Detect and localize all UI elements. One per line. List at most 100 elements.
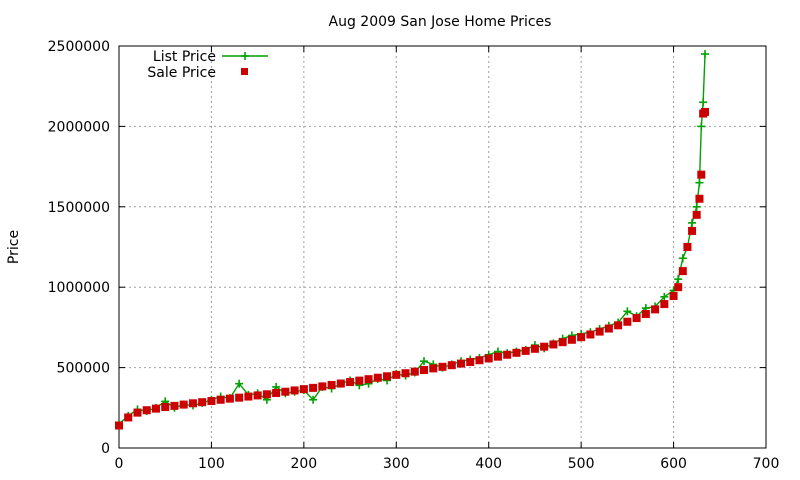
y-axis-label: Price [6, 230, 22, 264]
chart-title: Aug 2009 San Jose Home Prices [329, 14, 552, 30]
sale-price-point [346, 378, 355, 387]
list-price-point [674, 275, 683, 284]
sale-price-point [456, 359, 465, 368]
sale-price-point [692, 210, 701, 219]
sale-price-point [614, 321, 623, 330]
legend-marker-sale-price [241, 68, 248, 75]
sale-price-point [262, 390, 271, 399]
y-tick-label: 2000000 [48, 119, 110, 135]
list-price-point [697, 122, 706, 131]
legend: List Price Sale Price [147, 49, 268, 81]
list-price-line [118, 54, 706, 425]
sale-price-point [447, 361, 456, 370]
sale-price-point [133, 408, 142, 417]
legend-label-list-price: List Price [153, 49, 216, 65]
sale-price-point [392, 370, 401, 379]
x-tick-label: 0 [115, 456, 124, 472]
sale-price-point [632, 314, 641, 323]
list-price-point [695, 178, 704, 187]
sale-price-point [364, 375, 373, 384]
sale-price-point [678, 267, 687, 276]
sale-price-point [503, 350, 512, 359]
sale-price-point [438, 362, 447, 371]
sale-price-point [355, 376, 364, 385]
list-price-point [699, 98, 708, 107]
sale-price-point [697, 170, 706, 179]
series-layer [115, 50, 709, 430]
list-price-point [678, 254, 687, 263]
legend-label-sale-price: Sale Price [147, 65, 216, 81]
sale-price-point [475, 356, 484, 365]
plot-frame [118, 45, 767, 449]
sale-price-point [151, 404, 160, 413]
sale-price-point [336, 379, 345, 388]
sale-price-point [373, 373, 382, 382]
sale-price-point [567, 335, 576, 344]
sale-price-point [272, 389, 281, 398]
sale-price-point [216, 395, 225, 404]
sale-price-point [484, 354, 493, 363]
sale-price-point [170, 401, 179, 410]
sale-price-point [124, 413, 133, 422]
sale-price-point [253, 391, 262, 400]
sale-price-point [327, 380, 336, 389]
list-price-point [688, 218, 697, 227]
list-price-point [420, 357, 429, 366]
x-tick-label: 300 [383, 456, 410, 472]
y-tick-label: 1000000 [48, 280, 110, 296]
sale-price-point [700, 107, 709, 116]
sale-price-point [207, 397, 216, 406]
sale-price-point [623, 317, 632, 326]
sale-price-point [512, 348, 521, 357]
axis-ticks: 0 100 200 300 400 500 600 700 0 500000 1000000 1500… [48, 39, 780, 472]
list-price-point [700, 50, 709, 59]
sale-price-point [641, 310, 650, 319]
sale-price-point [142, 406, 151, 415]
grid-lines [119, 46, 766, 448]
sale-price-point [188, 399, 197, 408]
sale-price-point [410, 367, 419, 376]
sale-price-point [309, 383, 318, 392]
sale-price-point [540, 342, 549, 351]
sale-price-point [179, 400, 188, 409]
sale-price-point [244, 392, 253, 401]
sale-price-point [660, 300, 669, 309]
sale-price-point [586, 330, 595, 339]
list-price-point [309, 395, 318, 404]
y-tick-label: 2500000 [48, 39, 110, 55]
sale-price-point [530, 344, 539, 353]
sale-price-point [198, 398, 207, 407]
sale-price-point [549, 340, 558, 349]
sale-price-point [420, 366, 429, 375]
sale-price-point [401, 369, 410, 378]
sale-price-point [595, 327, 604, 336]
y-tick-label: 0 [101, 441, 110, 457]
x-tick-label: 700 [753, 456, 780, 472]
sale-price-point [299, 385, 308, 394]
sale-price-point [290, 386, 299, 395]
sale-price-point [115, 421, 123, 430]
x-tick-label: 100 [198, 456, 225, 472]
sale-price-point [521, 346, 530, 355]
sale-price-point [577, 333, 586, 342]
sale-price-point [161, 402, 170, 411]
list-price-point [235, 379, 244, 388]
sale-price-point [466, 357, 475, 366]
sale-price-point [558, 338, 567, 347]
x-tick-label: 500 [568, 456, 595, 472]
x-tick-label: 200 [290, 456, 317, 472]
sale-price-point [669, 292, 678, 301]
sale-price-point [281, 387, 290, 396]
sale-price-point [429, 364, 438, 373]
sale-price-point [318, 382, 327, 391]
sale-price-point [493, 352, 502, 361]
sale-price-point [695, 194, 704, 203]
list-price-point [660, 292, 669, 301]
sale-price-point [383, 372, 392, 381]
sale-price-point [225, 394, 234, 403]
sale-price-point [604, 324, 613, 333]
x-tick-label: 600 [660, 456, 687, 472]
sale-price-point [688, 226, 697, 235]
legend-marker-list-price [241, 52, 249, 60]
